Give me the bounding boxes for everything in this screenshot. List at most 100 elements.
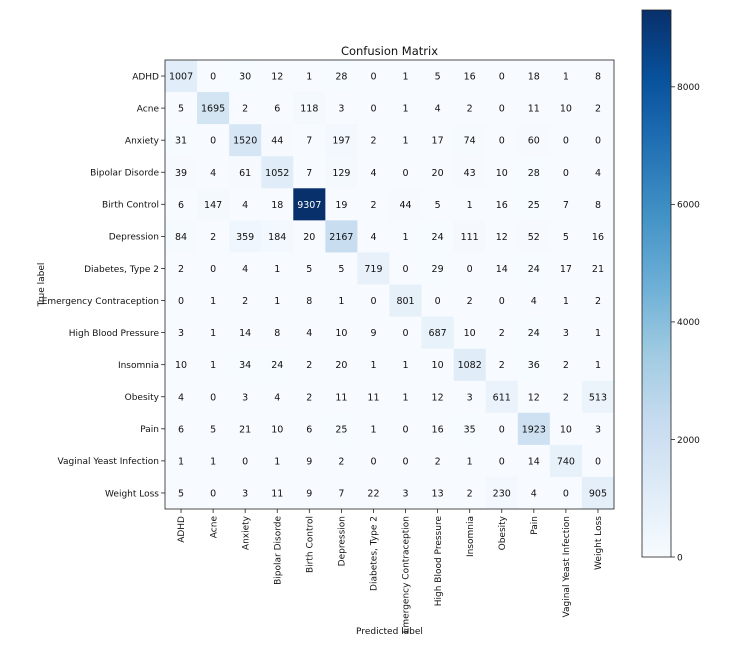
heatmap-cell — [517, 380, 551, 414]
y-tick-label: Pain — [140, 425, 159, 435]
cell-value-label: 1 — [274, 264, 280, 275]
cell-value-label: 10 — [175, 360, 187, 371]
cell-value-label: 2 — [563, 360, 569, 371]
cell-value-label: 111 — [461, 232, 479, 243]
colorbar-tick-label: 0 — [677, 553, 683, 563]
cell-value-label: 2167 — [329, 232, 353, 243]
cell-value-label: 3 — [242, 392, 248, 403]
heatmap-cell — [325, 476, 358, 510]
heatmap-cell — [549, 188, 583, 221]
cell-value-label: 7 — [306, 136, 312, 147]
heatmap-cell — [357, 156, 390, 189]
heatmap-cell — [293, 444, 326, 478]
heatmap-cell — [357, 444, 390, 478]
cell-value-label: 0 — [210, 136, 216, 147]
heatmap-cell — [197, 476, 230, 510]
heatmap-cell — [485, 188, 519, 221]
heatmap-cell — [293, 124, 326, 157]
heatmap-cell — [421, 380, 455, 414]
heatmap-cell — [197, 316, 230, 350]
x-tick-label: Vaginal Yeast Infection — [562, 516, 572, 617]
heatmap-cell — [581, 444, 615, 478]
heatmap-cell — [197, 412, 230, 446]
cell-value-label: 20 — [432, 168, 444, 179]
cell-value-label: 4 — [531, 488, 537, 499]
cell-value-label: 10 — [271, 424, 283, 435]
heatmap-cell — [549, 156, 583, 189]
heatmap-cell — [357, 316, 390, 350]
cell-value-label: 1 — [563, 72, 569, 83]
cell-value-label: 0 — [499, 104, 505, 115]
cell-value-label: 0 — [595, 456, 601, 467]
cell-value-label: 11 — [271, 488, 283, 499]
heatmap-cell — [261, 316, 294, 350]
heatmap-cell — [197, 156, 230, 189]
heatmap-cell — [485, 252, 519, 285]
heatmap-cell — [261, 60, 294, 93]
cell-value-label: 5 — [563, 232, 569, 243]
heatmap-cell — [293, 252, 326, 285]
heatmap-cell — [197, 380, 230, 414]
heatmap-cell — [261, 124, 294, 157]
x-axis-label: Predicted label — [356, 627, 423, 637]
heatmap-cell — [421, 220, 455, 253]
cell-value-label: 16 — [496, 200, 508, 211]
heatmap-cell-labels: 1007 0 30 12 1 28 0 1 5 16 0 18 1 85 1695 2 6 118 3 0 1 4 2 0 11… — [169, 72, 607, 500]
cell-value-label: 719 — [364, 264, 382, 275]
cell-value-label: 9307 — [297, 200, 321, 211]
heatmap-cell — [453, 316, 487, 350]
cell-value-label: 0 — [499, 296, 505, 307]
x-tick-label: Pain — [530, 516, 540, 535]
heatmap-cell — [549, 124, 583, 157]
cell-value-label: 7 — [338, 488, 344, 499]
heatmap-cell — [517, 476, 551, 510]
heatmap-cell — [421, 60, 455, 93]
cell-value-label: 0 — [403, 168, 409, 179]
x-tick-label: Obesity — [498, 515, 508, 550]
heatmap-cell — [389, 380, 422, 414]
heatmap-cell — [485, 316, 519, 350]
heatmap-cell — [229, 220, 262, 253]
cell-value-label: 2 — [563, 392, 569, 403]
cell-value-label: 0 — [563, 168, 569, 179]
x-tick-label: Depression — [338, 516, 348, 566]
cell-value-label: 8 — [595, 200, 601, 211]
cell-value-label: 5 — [178, 104, 184, 115]
cell-value-label: 4 — [274, 392, 280, 403]
cell-value-label: 1 — [210, 360, 216, 371]
heatmap-cell — [581, 92, 615, 125]
x-tick-label: Anxiety — [241, 515, 251, 550]
heatmap-cell — [581, 476, 615, 510]
heatmap-cell — [165, 124, 198, 157]
cell-value-label: 147 — [204, 200, 222, 211]
cell-value-label: 611 — [493, 392, 511, 403]
heatmap-cell — [453, 348, 487, 382]
heatmap-cell — [165, 412, 198, 446]
heatmap-cell — [325, 92, 358, 125]
cell-value-label: 21 — [592, 264, 604, 275]
cell-value-label: 740 — [557, 456, 575, 467]
heatmap-cell — [453, 92, 487, 125]
cell-value-label: 43 — [464, 168, 476, 179]
cell-value-label: 1 — [210, 296, 216, 307]
heatmap-cell — [389, 156, 422, 189]
heatmap-cell — [581, 380, 615, 414]
cell-value-label: 19 — [335, 200, 347, 211]
heatmap-cell — [389, 444, 422, 478]
cell-value-label: 4 — [595, 168, 601, 179]
heatmap-cell — [581, 60, 615, 93]
y-tick-label: Anxiety — [125, 136, 160, 146]
chart-title: Confusion Matrix — [341, 44, 438, 58]
cell-value-label: 3 — [338, 104, 344, 115]
heatmap-cell — [261, 412, 294, 446]
cell-value-label: 35 — [464, 424, 476, 435]
cell-value-label: 1 — [370, 424, 376, 435]
cell-value-label: 118 — [300, 104, 318, 115]
heatmap-cell — [389, 220, 422, 253]
colorbar-tick-label: 4000 — [677, 318, 700, 328]
cell-value-label: 8 — [274, 328, 280, 339]
heatmap-cell — [517, 188, 551, 221]
cell-value-label: 0 — [403, 456, 409, 467]
cell-value-label: 11 — [335, 392, 347, 403]
heatmap-cell — [581, 252, 615, 285]
